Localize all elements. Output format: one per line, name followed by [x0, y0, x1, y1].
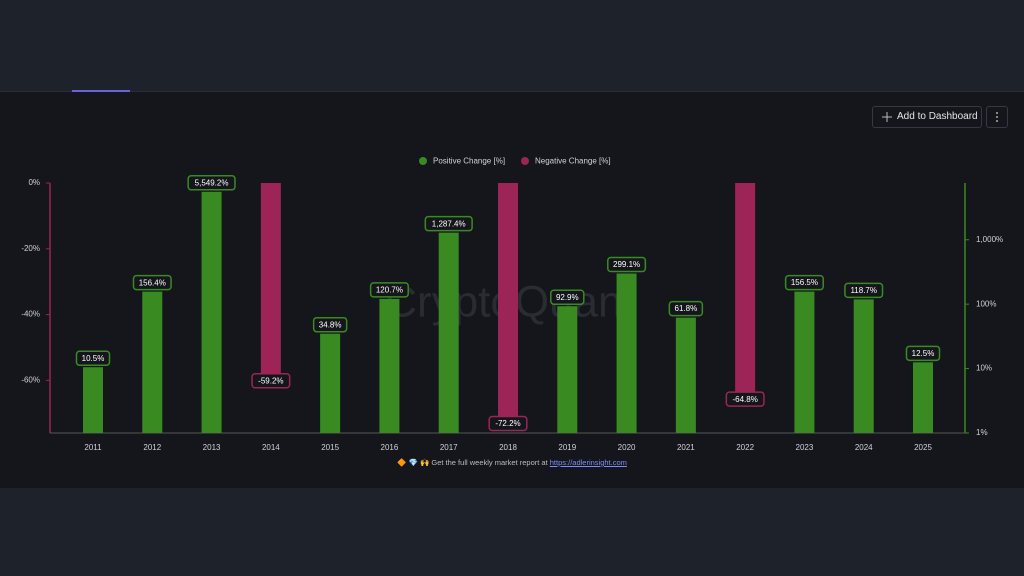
value-label: 10.5% [82, 354, 105, 363]
bar [320, 333, 341, 433]
bar [675, 317, 696, 433]
kebab-icon [996, 112, 998, 122]
legend-label: Positive Change [%] [433, 157, 505, 166]
value-label-box [132, 274, 172, 291]
bar [616, 273, 637, 433]
button-label: Add to Dashboard [897, 111, 978, 122]
value-label: 299.1% [613, 260, 640, 269]
value-label-box [725, 391, 765, 407]
x-tick-label: 2025 [914, 443, 932, 452]
y-tick-label: -40% [21, 310, 40, 319]
y-tick-label: -60% [21, 375, 40, 384]
plus-icon [882, 112, 892, 122]
y2-tick-label: 100% [976, 299, 996, 308]
x-tick-label: 2023 [796, 443, 814, 452]
value-label-box [905, 345, 941, 362]
x-tick-label: 2014 [262, 443, 280, 452]
value-label: -72.2% [495, 419, 520, 428]
value-label-box [312, 316, 348, 333]
legend-swatch [521, 157, 529, 165]
value-label-box [550, 289, 585, 305]
value-label-box [369, 282, 409, 298]
x-tick-label: 2020 [618, 443, 636, 452]
x-tick-label: 2015 [321, 443, 339, 452]
x-tick-label: 2022 [736, 443, 754, 452]
y2-tick-label: 1% [976, 428, 988, 437]
more-menu-button[interactable] [986, 106, 1008, 128]
value-label-box [784, 274, 824, 291]
x-tick-label: 2011 [84, 443, 102, 452]
value-label: 1,287.4% [432, 219, 466, 228]
bar [557, 306, 578, 433]
bar [853, 299, 874, 433]
value-label: 34.8% [319, 320, 342, 329]
bar [438, 232, 459, 433]
bar [913, 362, 933, 433]
value-label-box [668, 300, 704, 317]
value-label: 5,549.2% [195, 178, 229, 187]
y2-tick-label: 10% [976, 364, 992, 373]
divider [0, 91, 1024, 92]
bar [260, 183, 281, 378]
x-tick-label: 2013 [203, 443, 221, 452]
bar [379, 298, 400, 433]
value-label: 61.8% [675, 304, 698, 313]
x-tick-label: 2016 [381, 443, 399, 452]
value-label: -59.2% [258, 376, 283, 385]
footer: 🔶 💎 🙌 Get the full weekly market report … [0, 458, 1024, 467]
value-label-box [187, 175, 236, 191]
value-label-box [607, 256, 647, 273]
value-label-box [424, 215, 473, 232]
value-label-box [251, 372, 291, 389]
value-label: 156.4% [139, 278, 166, 287]
bar [201, 191, 222, 433]
footer-text: 🔶 💎 🙌 Get the full weekly market report … [397, 458, 550, 467]
bar [142, 291, 163, 433]
bar [83, 367, 103, 433]
x-tick-label: 2012 [143, 443, 161, 452]
legend-swatch [419, 157, 427, 165]
footer-link[interactable]: https://adlerinsight.com [549, 458, 627, 467]
value-label-box [75, 350, 111, 366]
y-tick-label: -20% [21, 244, 40, 253]
bar [794, 291, 815, 433]
value-label: 12.5% [912, 349, 935, 358]
y-tick-label: 0% [28, 178, 40, 187]
value-label-box [844, 282, 884, 299]
x-tick-label: 2019 [558, 443, 576, 452]
y2-tick-label: 1,000% [976, 235, 1003, 244]
x-tick-label: 2024 [855, 443, 873, 452]
value-label: 156.5% [791, 278, 818, 287]
add-to-dashboard-button[interactable]: Add to Dashboard [872, 106, 982, 128]
bar [498, 183, 518, 421]
x-tick-label: 2021 [677, 443, 695, 452]
value-label: -64.8% [732, 395, 757, 404]
value-label-box [488, 415, 528, 432]
value-label: 92.9% [556, 293, 579, 302]
legend-label: Negative Change [%] [535, 157, 611, 166]
value-label: 118.7% [850, 286, 877, 295]
x-tick-label: 2018 [499, 443, 517, 452]
active-tab-indicator [72, 90, 130, 92]
bar [735, 183, 756, 397]
x-tick-label: 2017 [440, 443, 458, 452]
value-label: 120.7% [376, 286, 403, 295]
